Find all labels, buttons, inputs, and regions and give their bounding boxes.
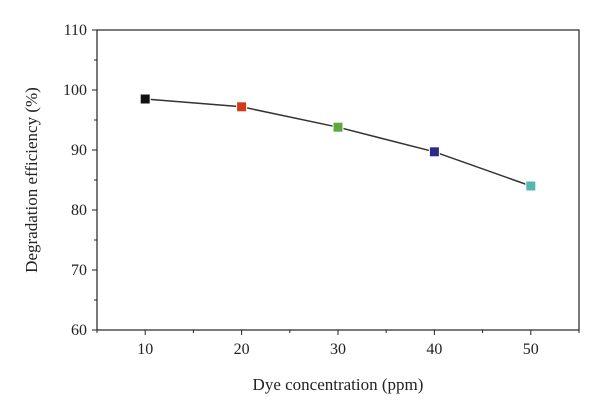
x-tick-label: 20 xyxy=(234,341,250,358)
data-point-marker xyxy=(139,93,151,105)
y-tick-label: 90 xyxy=(71,142,87,159)
x-tick-label: 30 xyxy=(330,341,346,358)
x-tick-label: 40 xyxy=(426,341,442,358)
x-axis-label: Dye concentration (ppm) xyxy=(253,375,424,394)
data-point-marker xyxy=(332,121,344,133)
y-tick-label: 100 xyxy=(63,82,87,99)
x-tick-label: 10 xyxy=(137,341,153,358)
data-point-marker xyxy=(236,101,248,113)
data-point-marker xyxy=(525,180,537,192)
plot-frame xyxy=(96,29,580,331)
y-tick-label: 70 xyxy=(71,262,87,279)
x-tick-label: 50 xyxy=(523,341,539,358)
y-tick-label: 60 xyxy=(71,322,87,339)
series-line xyxy=(145,98,532,187)
data-point-marker xyxy=(428,146,440,158)
y-tick-label: 80 xyxy=(71,202,87,219)
y-tick-label: 110 xyxy=(64,22,87,39)
y-axis-label: Degradation efficiency (%) xyxy=(22,87,41,273)
